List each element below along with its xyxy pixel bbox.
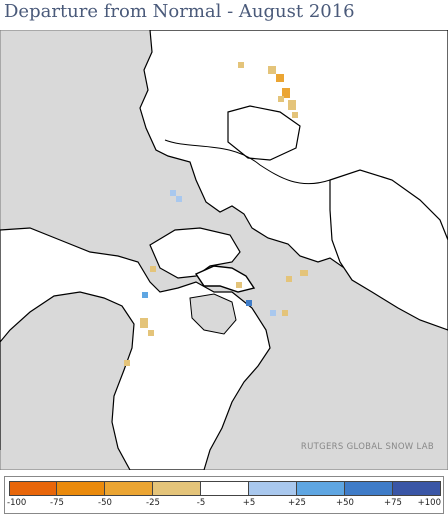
- legend-swatch: [345, 481, 393, 496]
- map-svg: [0, 30, 448, 470]
- legend-swatch: [105, 481, 153, 496]
- europe-mainland: [329, 169, 448, 331]
- legend-tick-label: -100: [7, 498, 27, 508]
- snow-anomaly-cells: [124, 62, 308, 366]
- legend-swatch: [153, 481, 201, 496]
- legend-swatch: [201, 481, 249, 496]
- legend-tick-label: +50: [336, 498, 354, 508]
- credit-label: RUTGERS GLOBAL SNOW LAB: [300, 442, 434, 452]
- legend-tick-label: -75: [50, 498, 64, 508]
- legend-tick-label: +5: [242, 498, 256, 508]
- legend-swatch: [249, 481, 297, 496]
- legend-bar: [9, 481, 441, 496]
- color-legend: -100 -75 -50 -25 -5 +5 +25 +50 +75 +100: [4, 476, 444, 514]
- legend-tick-label: +100: [417, 498, 441, 508]
- legend-swatch: [57, 481, 105, 496]
- legend-tick-label: +25: [288, 498, 306, 508]
- legend-swatch: [9, 481, 57, 496]
- legend-tick-label: -25: [146, 498, 160, 508]
- legend-tick-label: -50: [98, 498, 112, 508]
- legend-tick-label: -5: [196, 498, 206, 508]
- legend-ticks: -100 -75 -50 -25 -5 +5 +25 +50 +75 +100: [5, 498, 445, 512]
- map-title: Departure from Normal - August 2016: [4, 1, 355, 22]
- legend-swatch: [393, 481, 441, 496]
- arctic-coast: [164, 139, 331, 185]
- north-america-landmass: [0, 227, 271, 470]
- legend-swatch: [297, 481, 345, 496]
- scandinavia: [227, 105, 301, 161]
- polar-map: [0, 30, 448, 470]
- hudson-bay: [189, 293, 237, 335]
- legend-tick-label: +75: [384, 498, 402, 508]
- greenland: [149, 227, 241, 279]
